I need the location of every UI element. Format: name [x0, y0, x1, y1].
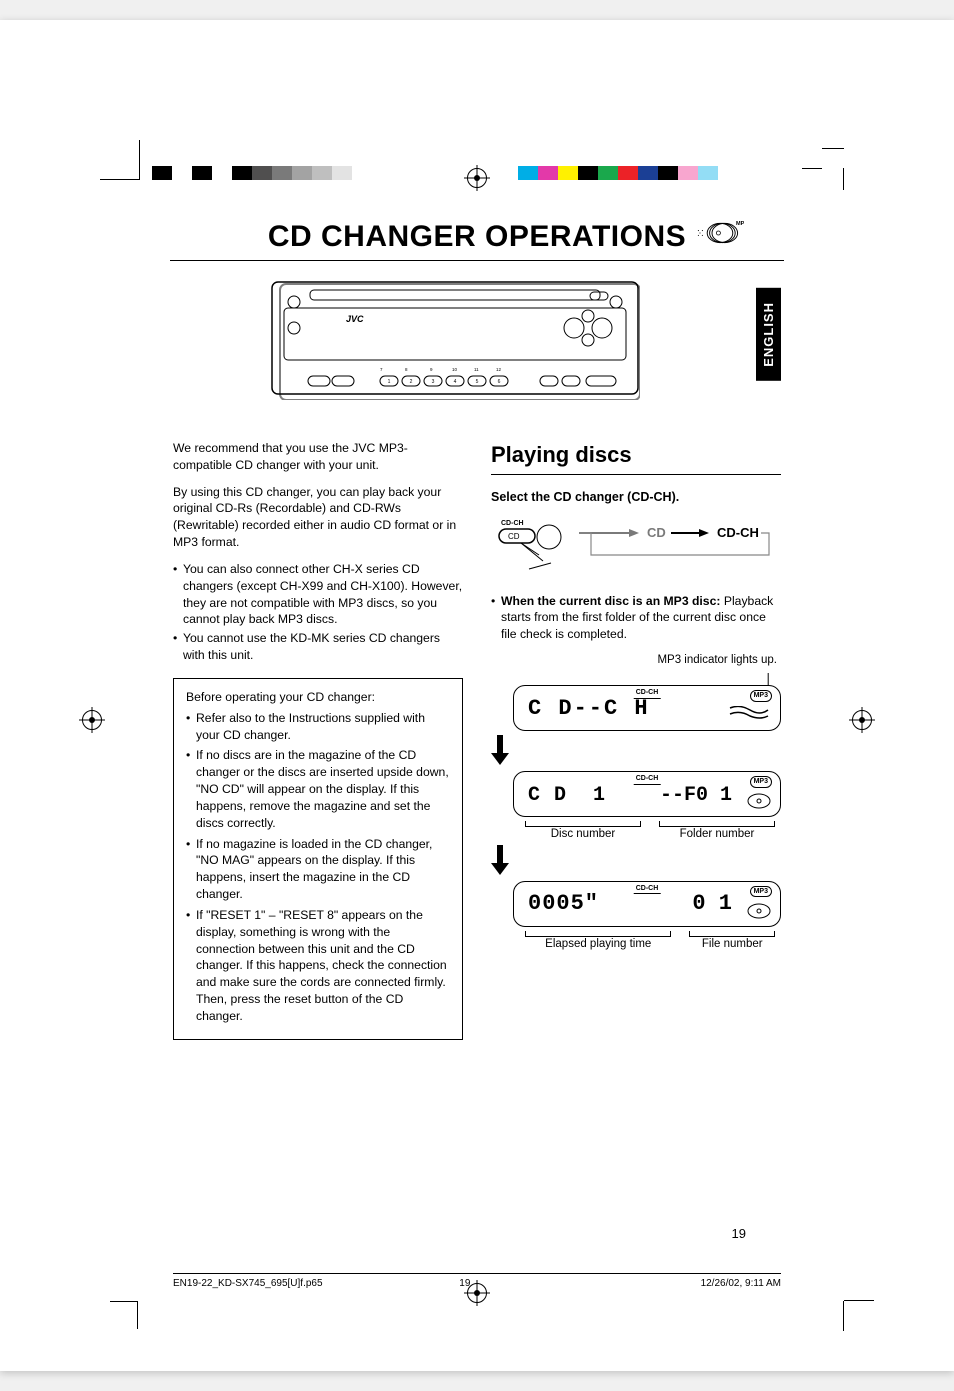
svg-text:MP3: MP3 — [736, 221, 744, 227]
crop-mark — [843, 168, 844, 190]
crop-mark — [110, 1301, 138, 1329]
language-tab: ENGLISH — [756, 288, 781, 381]
indicator-note: MP3 indicator lights up. — [491, 653, 777, 669]
right-column: Playing discs Select the CD changer (CD-… — [491, 440, 781, 1040]
svg-text:5: 5 — [476, 379, 479, 385]
left-column: We recommend that you use the JVC MP3-co… — [173, 440, 463, 1040]
manual-page: CD CHANGER OPERATIONS MP3 ENGLISH JVC — [0, 20, 954, 1371]
segment-display: C D--C H — [528, 694, 650, 724]
page-number: 19 — [732, 1226, 746, 1241]
mp3-indicator: MP3 — [750, 776, 772, 788]
registration-mark-icon — [467, 168, 487, 188]
registration-mark-icon — [82, 710, 102, 730]
display-screen-1: CD-CH MP3 C D--C H — [513, 685, 781, 731]
source-select-diagram: CD-CH CD CD CD-CH — [491, 515, 781, 579]
notes-intro: Before operating your CD changer: — [186, 689, 450, 706]
registration-mark-icon — [852, 710, 872, 730]
crop-mark — [100, 140, 140, 180]
segment-display-right: 0 1 — [692, 889, 732, 919]
disc-number-label: Disc number — [519, 821, 647, 843]
eq-anim-icon — [728, 706, 770, 718]
mp3-bullet-list: When the current disc is an MP3 disc: Pl… — [491, 593, 781, 643]
svg-text:CD: CD — [508, 532, 520, 541]
page-title-row: CD CHANGER OPERATIONS — [170, 220, 784, 261]
mp3-bullet-bold: When the current disc is an MP3 disc: — [501, 594, 720, 608]
mp3-indicator: MP3 — [750, 886, 772, 898]
step-heading: Select the CD changer (CD-CH). — [491, 489, 781, 506]
list-item: If "RESET 1" – "RESET 8" appears on the … — [186, 907, 450, 1025]
content-columns: We recommend that you use the JVC MP3-co… — [173, 440, 781, 1040]
cdch-indicator: CD-CH — [634, 884, 661, 895]
svg-text:CD: CD — [647, 525, 666, 540]
crop-mark — [843, 1301, 844, 1331]
cd-stack-icon: MP3 — [696, 220, 744, 246]
bracket-labels-2: Elapsed playing time File number — [519, 931, 781, 953]
footer-date: 12/26/02, 9:11 AM — [701, 1278, 781, 1289]
page-title: CD CHANGER OPERATIONS — [268, 220, 686, 254]
svg-text:11: 11 — [474, 367, 479, 372]
color-bar — [498, 166, 738, 180]
arrow-down-icon — [491, 735, 781, 765]
svg-text:12: 12 — [496, 367, 502, 372]
mp3-indicator: MP3 — [750, 690, 772, 702]
svg-text:2: 2 — [410, 379, 413, 385]
list-item: You cannot use the KD-MK series CD chang… — [173, 630, 463, 664]
svg-text:6: 6 — [498, 379, 501, 385]
svg-text:4: 4 — [454, 379, 457, 385]
footer-file: EN19-22_KD-SX745_695[U]f.p65 — [173, 1278, 323, 1289]
svg-text:1: 1 — [388, 379, 391, 385]
disc-icon — [746, 792, 772, 810]
indicator-line — [513, 673, 803, 685]
disc-icon — [746, 902, 772, 920]
notes-box: Before operating your CD changer: Refer … — [173, 678, 463, 1040]
svg-text:10: 10 — [452, 367, 458, 372]
crop-mark — [844, 1300, 874, 1301]
notes-list: Refer also to the Instructions supplied … — [186, 710, 450, 1025]
segment-display-left: 0005" — [528, 889, 599, 919]
svg-text:CD-CH: CD-CH — [501, 520, 524, 527]
list-item: If no magazine is loaded in the CD chang… — [186, 836, 450, 903]
footer-page: 19 — [459, 1278, 470, 1289]
list-item: You can also connect other CH-X series C… — [173, 561, 463, 628]
intro-para-2: By using this CD changer, you can play b… — [173, 484, 463, 551]
crop-mark — [822, 148, 844, 149]
segment-display-right: --F0 1 — [660, 782, 732, 810]
svg-text:JVC: JVC — [346, 314, 364, 324]
display-screen-2: CD-CH MP3 C D 1 --F0 1 — [513, 771, 781, 817]
cdch-indicator: CD-CH — [634, 774, 661, 785]
file-number-label: File number — [683, 931, 781, 953]
crop-mark — [802, 168, 822, 169]
color-bar — [152, 166, 372, 180]
compat-bullets: You can also connect other CH-X series C… — [173, 561, 463, 664]
elapsed-time-label: Elapsed playing time — [519, 931, 677, 953]
list-item: Refer also to the Instructions supplied … — [186, 710, 450, 744]
list-item: If no discs are in the magazine of the C… — [186, 747, 450, 831]
folder-number-label: Folder number — [653, 821, 781, 843]
section-heading: Playing discs — [491, 440, 781, 475]
arrow-down-icon — [491, 845, 781, 875]
imprint-footer: EN19-22_KD-SX745_695[U]f.p65 19 12/26/02… — [173, 1273, 781, 1289]
display-screen-3: CD-CH MP3 0005" 0 1 — [513, 881, 781, 927]
mp3-bullet: When the current disc is an MP3 disc: Pl… — [491, 593, 781, 643]
svg-text:3: 3 — [432, 379, 435, 385]
intro-para-1: We recommend that you use the JVC MP3-co… — [173, 440, 463, 474]
car-stereo-diagram: JVC 123 — [270, 280, 640, 400]
svg-text:CD-CH: CD-CH — [717, 525, 759, 540]
segment-display-left: C D 1 — [528, 782, 606, 810]
bracket-labels-1: Disc number Folder number — [519, 821, 781, 843]
